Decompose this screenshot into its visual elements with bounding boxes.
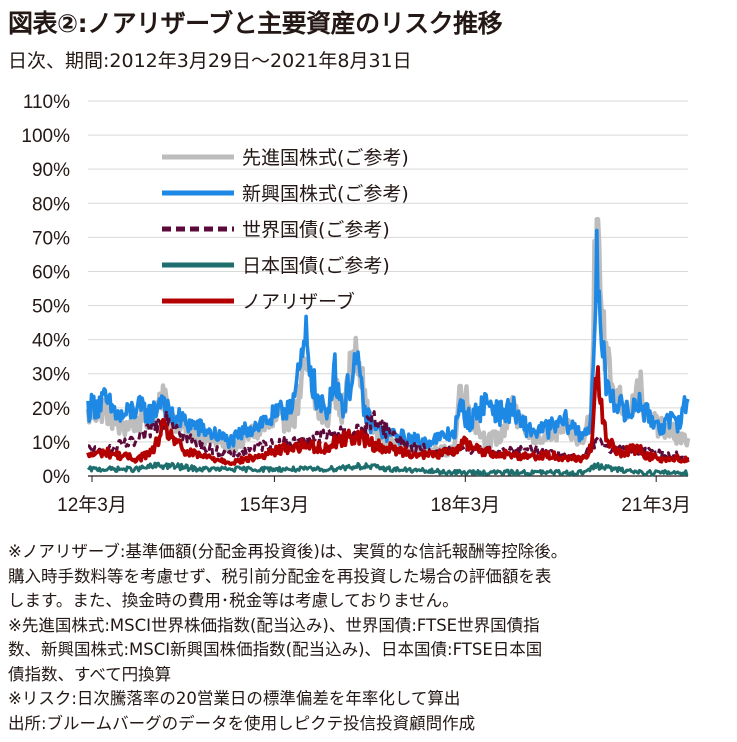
x-tick-label: 18年3月 [430, 494, 500, 516]
risk-line-chart: 0% 10% 20% 30% 40% 50% 60% 70% 80% 90% 100% 110% 12… [21, 92, 691, 516]
y-tick-label: 70% [32, 228, 70, 249]
footnote-line: 購入時手数料等を考慮せず、税引前分配金を再投資した場合の評価額を表 [8, 566, 552, 586]
footnote-line: ※ノアリザーブ:基準価額(分配金再投資後)は、実質的な信託報酬等控除後。 [8, 542, 568, 561]
y-tick-label: 80% [32, 194, 70, 215]
series-line-noa_reserve [86, 365, 690, 467]
y-tick-label: 0% [43, 467, 71, 488]
legend-label-world_bond: 世界国債(ご参考) [242, 219, 390, 241]
legend-label-developed: 先進国株式(ご参考) [242, 147, 409, 169]
y-axis-tick-labels: 0% 10% 20% 30% 40% 50% 60% 70% 80% 90% 100% 110% [21, 92, 70, 488]
footnotes: ※ノアリザーブ:基準価額(分配金再投資後)は、実質的な信託報酬等控除後。 購入時… [8, 540, 734, 736]
x-tick-label: 15年3月 [240, 494, 310, 516]
y-tick-label: 60% [32, 262, 70, 283]
footnote-line: ※先進国株式:MSCI世界株価指数(配当込み)、世界国債:FTSE世界国債指 [8, 615, 540, 635]
footnote-line: します。また、換金時の費用･税金等は考慮しておりません。 [8, 591, 459, 610]
page-title: 図表②:ノアリザーブと主要資産のリスク推移 [8, 9, 503, 38]
x-axis: 12年3月 15年3月 18年3月 21年3月 [57, 475, 691, 516]
y-tick-label: 100% [21, 126, 70, 147]
page-subtitle: 日次、期間:2012年3月29日～2021年8月31日 [8, 50, 412, 72]
y-tick-label: 50% [32, 297, 70, 318]
x-tick-label: 21年3月 [621, 494, 691, 516]
footnote-line: 数、新興国株式:MSCI新興国株価指数(配当込み)、日本国債:FTSE日本国 [8, 640, 543, 659]
y-tick-label: 10% [32, 433, 70, 454]
y-tick-label: 110% [23, 92, 70, 113]
gridlines [88, 100, 688, 443]
y-tick-label: 20% [32, 399, 70, 420]
footnote-line: ※リスク:日次騰落率の20営業日の標準偏差を年率化して算出 [8, 689, 461, 708]
series-lines [85, 216, 691, 477]
x-tick-label: 12年3月 [57, 494, 127, 516]
y-tick-label: 90% [32, 160, 70, 181]
y-tick-label: 30% [32, 365, 70, 386]
legend-label-japan_bond: 日本国債(ご参考) [242, 255, 390, 277]
legend-label-emerging: 新興国株式(ご参考) [242, 183, 409, 205]
legend-label-noa_reserve: ノアリザーブ [242, 290, 355, 313]
y-tick-label: 40% [32, 331, 70, 352]
legend: 先進国株式(ご参考) 新興国株式(ご参考) 世界国債(ご参考) 日本国債(ご参考) ノア… [162, 147, 409, 313]
series-line-japan_bond [86, 461, 689, 477]
footnote-line: 債指数、すべて円換算 [8, 664, 172, 684]
footnote-line: 出所:ブルームバーグのデータを使用しピクテ投信投資顧問作成 [8, 713, 476, 733]
